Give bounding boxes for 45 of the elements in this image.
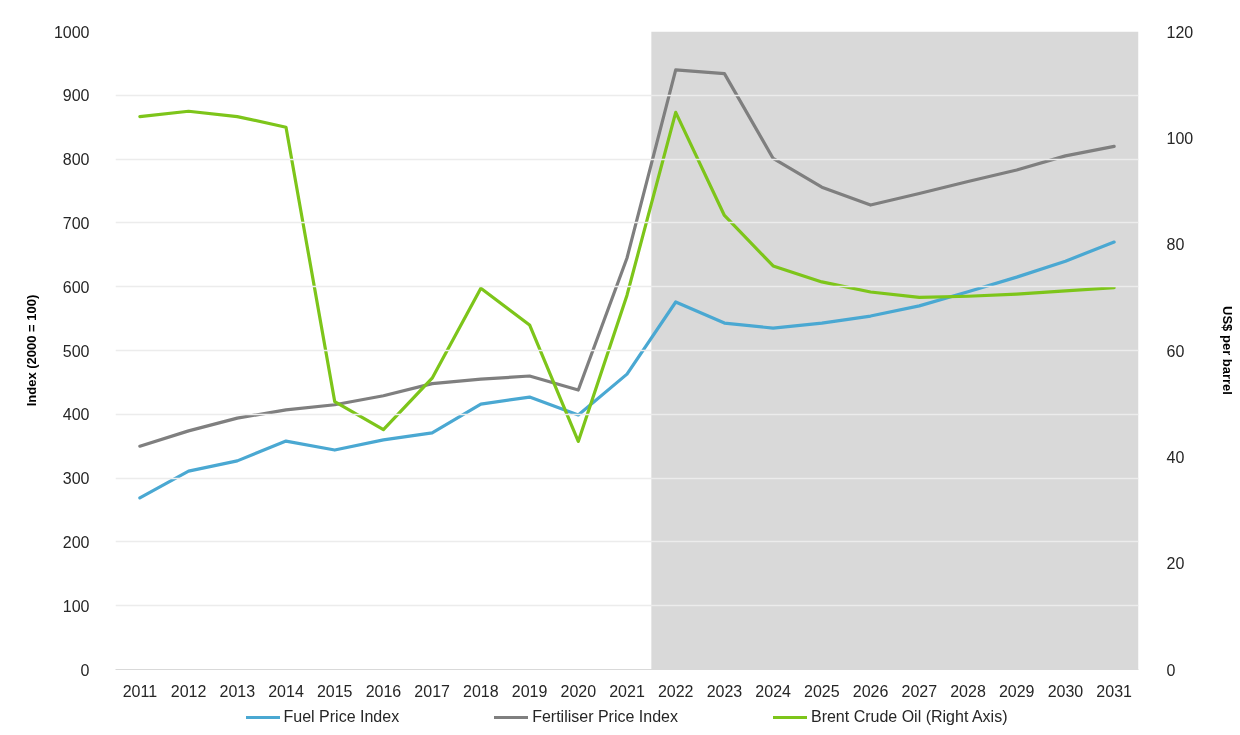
x-tick-label: 2016 — [365, 682, 402, 700]
y2-tick-label: 40 — [1166, 448, 1185, 466]
x-tick-label: 2031 — [1096, 682, 1133, 700]
x-tick-label: 2029 — [998, 682, 1035, 700]
y2-tick-label: 20 — [1166, 555, 1185, 573]
x-tick-label: 2017 — [414, 682, 451, 700]
x-tick-label: 2026 — [852, 682, 889, 700]
y2-tick-label: 120 — [1166, 23, 1194, 41]
y2-tick-label: 80 — [1166, 236, 1185, 254]
y-tick-label: 0 — [80, 661, 90, 679]
y-tick-label: 600 — [62, 278, 90, 296]
x-tick-label: 2022 — [657, 682, 694, 700]
x-tick-label: 2024 — [755, 682, 792, 700]
y2-tick-label: 60 — [1166, 342, 1185, 360]
y-axis-title: Index (2000 = 100) — [23, 294, 39, 407]
x-tick-label: 2030 — [1047, 682, 1084, 700]
y-tick-label: 300 — [62, 470, 90, 488]
legend-label: Brent Crude Oil (Right Axis) — [810, 708, 1008, 726]
y-tick-label: 400 — [62, 406, 90, 424]
x-tick-label: 2028 — [950, 682, 986, 700]
legend-label: Fertiliser Price Index — [532, 708, 678, 726]
x-tick-label: 2013 — [219, 682, 256, 700]
y-tick-label: 200 — [62, 533, 90, 551]
x-tick-label: 2021 — [609, 682, 645, 700]
x-tick-label: 2014 — [268, 682, 304, 700]
x-tick-label: 2011 — [122, 682, 158, 700]
y-tick-label: 1000 — [53, 23, 90, 41]
y2-tick-label: 100 — [1166, 129, 1194, 147]
y-tick-label: 900 — [62, 87, 90, 105]
y-tick-label: 500 — [62, 342, 90, 360]
line-series — [138, 240, 1116, 500]
y-tick-label: 700 — [62, 214, 90, 232]
y2-axis-title: US$ per barrel — [1220, 306, 1236, 395]
x-tick-label: 2019 — [511, 682, 548, 700]
x-tick-label: 2020 — [560, 682, 597, 700]
legend-label: Fuel Price Index — [283, 708, 400, 726]
x-tick-label: 2025 — [804, 682, 840, 700]
y-tick-label: 100 — [62, 597, 90, 615]
y2-tick-label: 0 — [1166, 661, 1176, 679]
x-tick-label: 2018 — [463, 682, 499, 700]
x-tick-label: 2023 — [706, 682, 743, 700]
x-tick-label: 2015 — [316, 682, 353, 700]
y-tick-label: 800 — [62, 151, 90, 169]
x-tick-label: 2027 — [901, 682, 938, 700]
x-tick-label: 2012 — [170, 682, 207, 700]
